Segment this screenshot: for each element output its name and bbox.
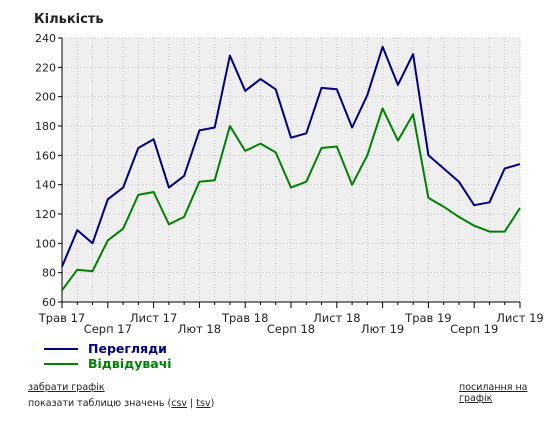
y-tick-label: 180 bbox=[35, 120, 56, 133]
csv-link[interactable]: csv bbox=[171, 398, 188, 409]
separator-text: | bbox=[187, 398, 197, 409]
legend-item-visitors: Відвідувачі bbox=[44, 356, 172, 371]
legend-swatch-visitors bbox=[44, 362, 78, 365]
y-axis-label: Кількість bbox=[34, 12, 104, 27]
table-suffix-text: ) bbox=[210, 398, 215, 409]
legend-item-views: Перегляди bbox=[44, 341, 172, 356]
legend: Перегляди Відвідувачі bbox=[44, 341, 172, 371]
legend-label-views: Перегляди bbox=[88, 341, 167, 356]
x-tick-label: Серп 18 bbox=[267, 322, 315, 336]
legend-label-visitors: Відвідувачі bbox=[88, 356, 172, 371]
x-tick-label: Лют 18 bbox=[178, 322, 221, 336]
x-tick-label: Лист 18 bbox=[313, 311, 360, 325]
x-tick-label: Серп 19 bbox=[450, 322, 498, 336]
tsv-link[interactable]: tsv bbox=[196, 398, 211, 409]
x-tick-label: Трав 17 bbox=[38, 311, 85, 325]
x-tick-label: Лист 17 bbox=[130, 311, 177, 325]
y-tick-label: 200 bbox=[35, 91, 56, 104]
legend-swatch-views bbox=[44, 347, 78, 350]
y-tick-label: 140 bbox=[35, 179, 56, 192]
table-prefix-text: показати таблицю значень ( bbox=[28, 398, 172, 409]
y-tick-label: 160 bbox=[35, 149, 56, 162]
y-tick-label: 120 bbox=[35, 208, 56, 221]
x-tick-label: Лист 19 bbox=[496, 311, 543, 325]
y-tick-label: 80 bbox=[42, 267, 56, 280]
x-tick-label: Лют 19 bbox=[361, 322, 404, 336]
y-tick-label: 100 bbox=[35, 237, 56, 250]
plot-area bbox=[61, 37, 521, 303]
y-tick-label: 220 bbox=[35, 61, 56, 74]
download-graph-link[interactable]: забрати графік bbox=[28, 382, 105, 393]
x-tick-label: Трав 19 bbox=[404, 311, 451, 325]
y-tick-label: 240 bbox=[35, 32, 56, 45]
x-tick-label: Трав 18 bbox=[221, 311, 268, 325]
y-tick-label: 60 bbox=[42, 296, 56, 309]
y-axis: 60 80 100 120 140 160 180 200 220 240 bbox=[35, 32, 63, 309]
series-layer bbox=[61, 45, 521, 291]
x-tick-label: Серп 17 bbox=[84, 322, 132, 336]
graph-permalink[interactable]: посилання на графік bbox=[459, 382, 528, 404]
series-line-views bbox=[61, 45, 521, 268]
